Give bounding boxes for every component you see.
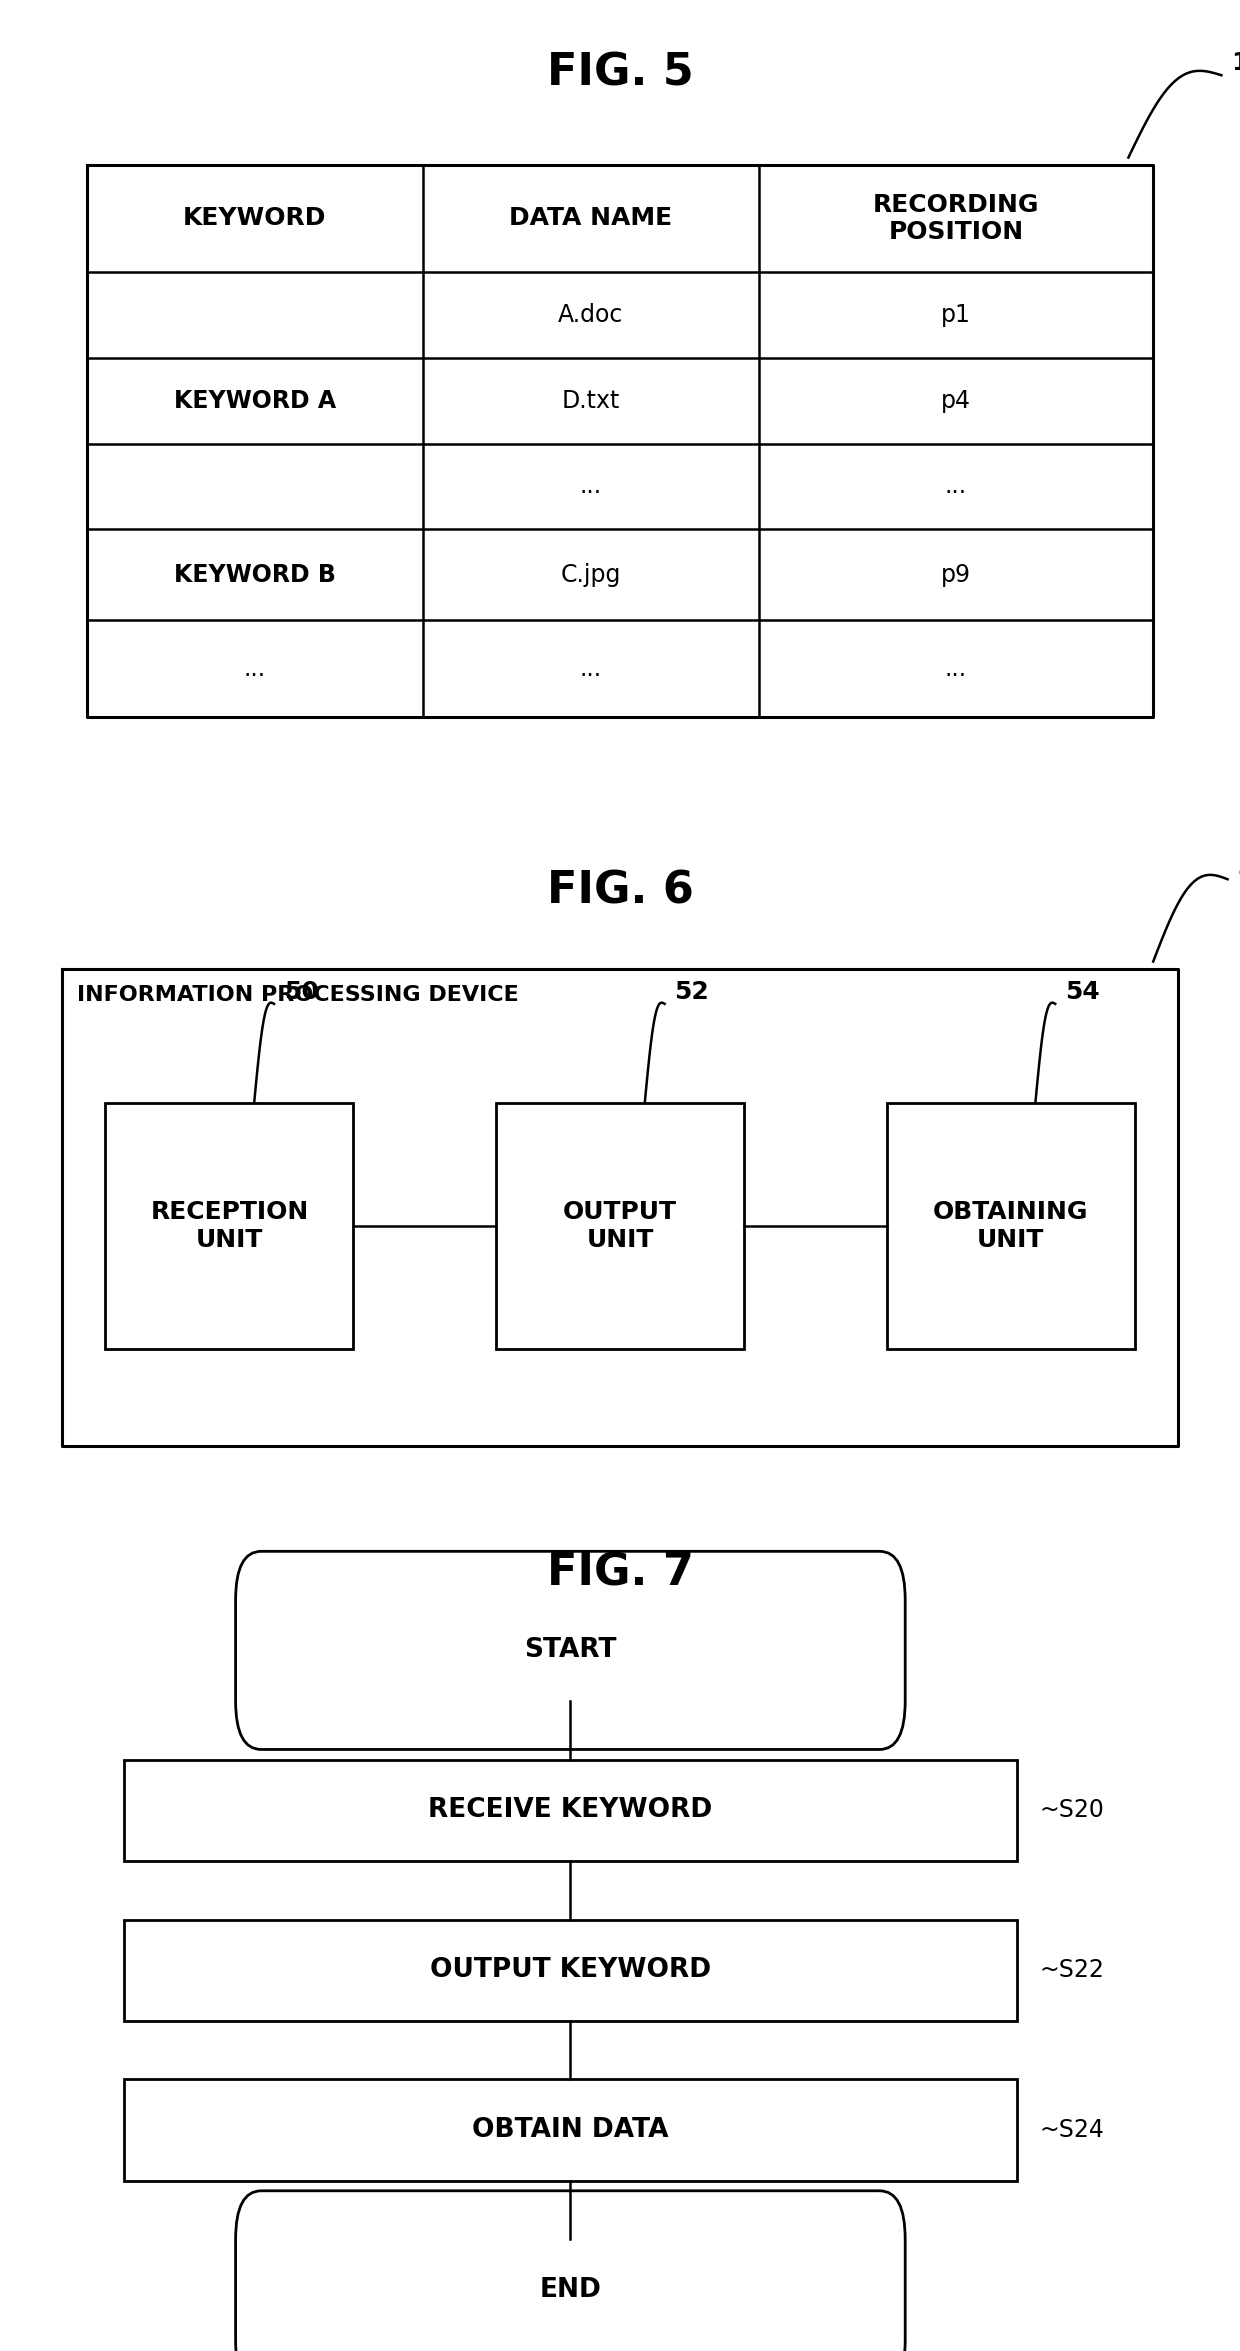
Text: KEYWORD A: KEYWORD A [174, 388, 336, 414]
Text: ...: ... [945, 475, 967, 498]
Text: START: START [525, 1636, 616, 1665]
Text: ...: ... [579, 656, 601, 682]
Text: D.txt: D.txt [562, 388, 620, 414]
Text: ...: ... [244, 656, 265, 682]
Text: 14: 14 [1231, 52, 1240, 75]
Text: ...: ... [579, 475, 601, 498]
Bar [124, 2078, 1017, 2182]
Text: p4: p4 [941, 388, 971, 414]
Bar [887, 1103, 1135, 1349]
Text: ~S24: ~S24 [1039, 2118, 1104, 2142]
Text: OUTPUT
UNIT: OUTPUT UNIT [563, 1199, 677, 1253]
Bar [124, 1759, 1017, 1862]
Text: ...: ... [945, 656, 967, 682]
Text: INFORMATION PROCESSING DEVICE: INFORMATION PROCESSING DEVICE [77, 985, 518, 1006]
Text: 50: 50 [284, 980, 319, 1004]
Text: 52: 52 [675, 980, 709, 1004]
Text: p9: p9 [941, 562, 971, 588]
Text: RECEIVE KEYWORD: RECEIVE KEYWORD [428, 1796, 713, 1824]
Text: OBTAIN DATA: OBTAIN DATA [472, 2116, 668, 2144]
Text: END: END [539, 2276, 601, 2304]
Text: OUTPUT KEYWORD: OUTPUT KEYWORD [430, 1956, 711, 1984]
Bar [496, 1103, 744, 1349]
Text: 54: 54 [1065, 980, 1100, 1004]
Bar [105, 1103, 353, 1349]
Bar [124, 1918, 1017, 2020]
Text: RECORDING
POSITION: RECORDING POSITION [873, 193, 1039, 245]
Text: FIG. 6: FIG. 6 [547, 870, 693, 912]
Text: ~S20: ~S20 [1039, 1799, 1104, 1822]
Text: FIG. 5: FIG. 5 [547, 52, 693, 94]
Text: FIG. 7: FIG. 7 [547, 1552, 693, 1594]
Text: RECEPTION
UNIT: RECEPTION UNIT [150, 1199, 309, 1253]
Text: KEYWORD: KEYWORD [184, 207, 326, 230]
Text: KEYWORD B: KEYWORD B [174, 562, 336, 588]
Text: 32: 32 [1238, 856, 1240, 879]
Text: C.jpg: C.jpg [560, 562, 621, 588]
Text: OBTAINING
UNIT: OBTAINING UNIT [932, 1199, 1089, 1253]
Text: DATA NAME: DATA NAME [510, 207, 672, 230]
Text: A.doc: A.doc [558, 303, 624, 327]
Text: p1: p1 [941, 303, 971, 327]
Text: ~S22: ~S22 [1039, 1958, 1104, 1982]
